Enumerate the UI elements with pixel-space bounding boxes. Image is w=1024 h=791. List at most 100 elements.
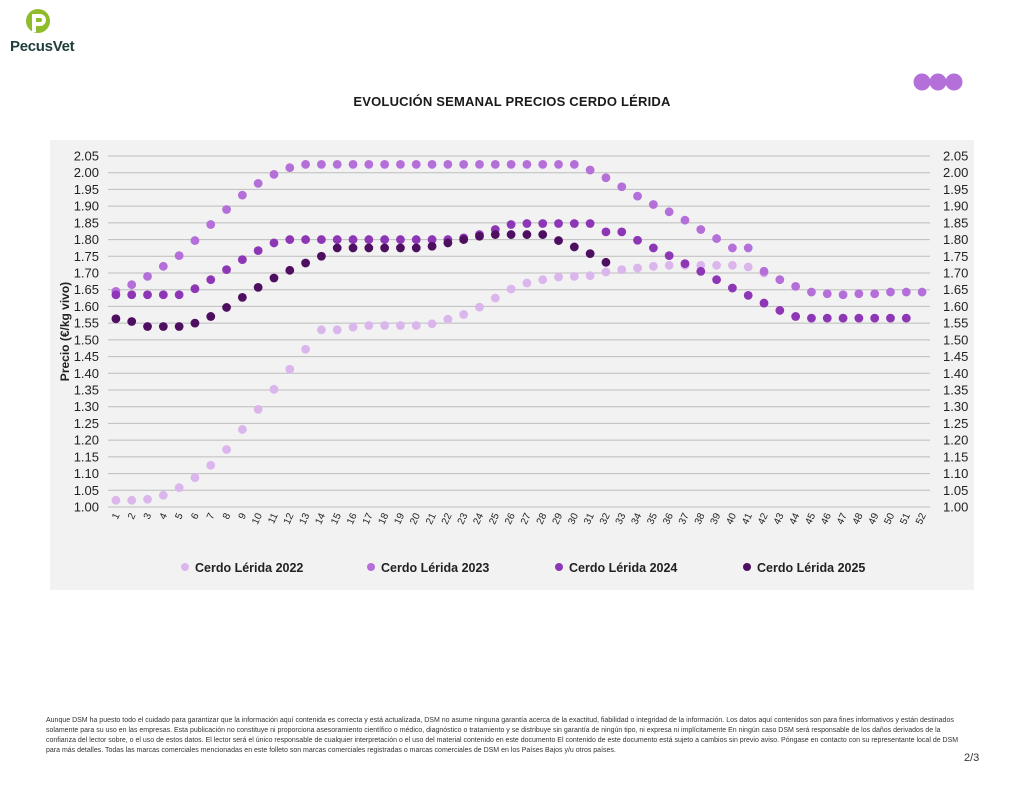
data-point-2024	[838, 313, 848, 323]
data-point-2023	[143, 271, 152, 281]
data-point-2025	[237, 293, 247, 302]
data-point-2024	[569, 219, 579, 228]
x-tick-label: 1	[110, 511, 123, 521]
y-tick-label-left: 1.95	[74, 182, 99, 197]
x-tick-label: 10	[250, 511, 265, 526]
y-tick-label-right: 1.15	[943, 449, 968, 464]
x-tick-label: 34	[630, 511, 645, 526]
data-point-2022	[554, 272, 563, 282]
legend-marker-2022	[181, 563, 189, 571]
data-point-2023	[569, 159, 579, 169]
data-point-2022	[237, 425, 247, 434]
x-tick-label: 39	[709, 511, 724, 526]
x-tick-label: 23	[456, 511, 471, 526]
y-tick-label-left: 1.90	[74, 199, 99, 214]
data-point-2024	[348, 235, 358, 244]
data-point-2024	[886, 313, 895, 323]
y-tick-label-left: 2.00	[74, 165, 99, 180]
data-point-2024	[712, 275, 721, 285]
data-point-2022	[664, 260, 674, 270]
data-point-2025	[443, 238, 453, 248]
data-point-2023	[380, 159, 390, 169]
data-point-2023	[664, 207, 674, 217]
data-point-2022	[317, 325, 326, 335]
data-point-2023	[348, 159, 358, 169]
data-point-2023	[475, 159, 484, 169]
data-point-2022	[538, 275, 548, 285]
y-tick-label-left: 1.50	[74, 332, 99, 347]
x-tick-label: 2	[126, 511, 139, 521]
y-tick-label-left: 1.40	[74, 366, 99, 381]
data-point-2024	[617, 227, 627, 237]
data-point-2024	[222, 265, 231, 275]
data-point-2023	[775, 275, 785, 285]
data-point-2023	[459, 159, 469, 169]
data-point-2023	[838, 290, 848, 300]
data-point-2024	[396, 235, 405, 244]
data-point-2024	[253, 246, 263, 256]
y-tick-label-right: 2.05	[943, 149, 968, 164]
data-point-2022	[743, 262, 753, 272]
data-point-2025	[190, 318, 200, 328]
y-tick-label-right: 1.95	[943, 182, 968, 197]
data-point-2023	[158, 261, 168, 271]
x-tick-label: 40	[724, 511, 739, 526]
x-tick-label: 32	[598, 511, 613, 526]
y-tick-label-left: 1.15	[74, 449, 99, 464]
y-tick-label-left: 1.00	[74, 500, 99, 515]
data-point-2022	[206, 460, 216, 470]
data-point-2025	[364, 243, 374, 253]
x-tick-label: 26	[503, 511, 518, 526]
data-point-2022	[174, 483, 184, 493]
x-tick-label: 21	[424, 511, 439, 526]
legal-disclaimer: Aunque DSM ha puesto todo el cuidado par…	[46, 717, 959, 754]
data-point-2022	[506, 284, 516, 294]
y-tick-label-left: 1.35	[74, 383, 99, 398]
data-point-2022	[712, 260, 721, 270]
data-point-2024	[301, 235, 310, 244]
data-point-2022	[585, 271, 595, 281]
data-point-2024	[538, 219, 548, 228]
data-point-2025	[174, 322, 184, 331]
data-point-2024	[901, 313, 911, 323]
y-tick-label-right: 1.80	[943, 232, 968, 247]
data-point-2023	[443, 159, 453, 169]
data-point-2023	[617, 182, 627, 192]
data-point-2023	[269, 169, 279, 179]
data-point-2024	[143, 290, 152, 300]
data-point-2024	[317, 235, 326, 244]
data-point-2023	[696, 225, 706, 234]
data-point-2023	[522, 159, 532, 169]
data-point-2022	[364, 321, 374, 330]
y-tick-label-left: 1.60	[74, 299, 99, 314]
x-tick-label: 18	[377, 511, 392, 526]
data-point-2023	[901, 287, 911, 297]
x-tick-label: 17	[361, 511, 376, 526]
y-tick-label-right: 1.60	[943, 299, 968, 314]
x-tick-label: 36	[661, 511, 676, 526]
data-point-2024	[411, 235, 421, 244]
y-tick-label-right: 1.85	[943, 215, 968, 230]
brand-logo-text: PecusVet	[10, 38, 75, 55]
data-point-2025	[459, 235, 469, 244]
data-point-2023	[364, 159, 374, 169]
data-point-2024	[759, 298, 769, 308]
data-point-2023	[237, 190, 247, 200]
data-point-2023	[396, 159, 405, 169]
y-tick-label-right: 1.75	[943, 249, 968, 264]
x-tick-label: 52	[914, 511, 929, 526]
data-point-2022	[222, 445, 231, 454]
x-tick-label: 45	[803, 511, 818, 526]
legend-marker-2024	[555, 563, 563, 571]
data-point-2022	[411, 321, 421, 330]
data-point-2023	[807, 287, 816, 297]
y-tick-label-right: 1.40	[943, 366, 968, 381]
y-tick-label-left: 1.20	[74, 433, 99, 448]
data-point-2024	[696, 266, 706, 276]
data-point-2023	[206, 220, 216, 229]
x-tick-label: 44	[788, 511, 803, 526]
data-point-2024	[285, 235, 295, 244]
data-point-2023	[917, 287, 927, 297]
data-point-2024	[633, 235, 642, 245]
legend-label-2024: Cerdo Lérida 2024	[569, 561, 677, 575]
